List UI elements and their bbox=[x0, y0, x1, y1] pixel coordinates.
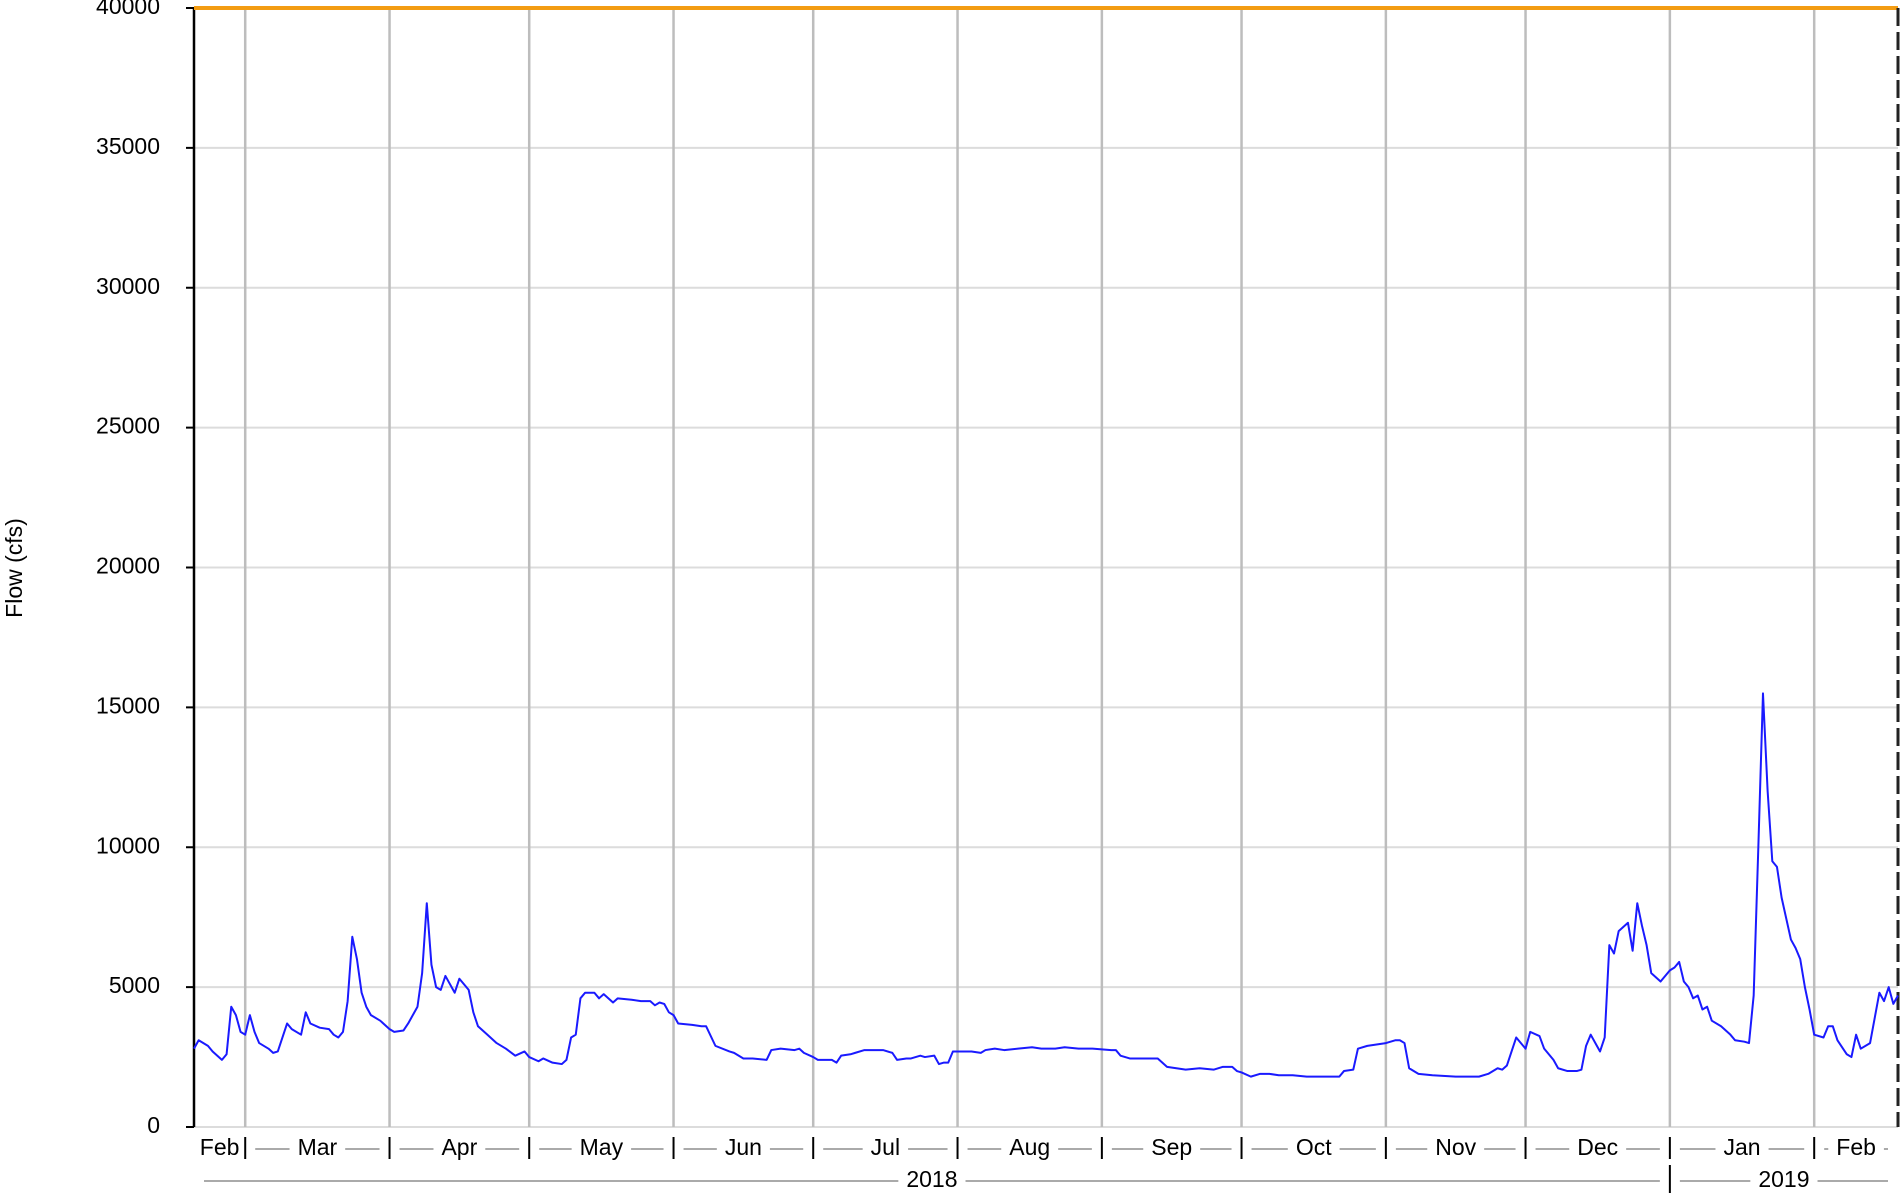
y-tick-label: 10000 bbox=[96, 832, 160, 858]
flow-line bbox=[193, 692, 1899, 1078]
year-label: 2019 bbox=[1758, 1166, 1809, 1192]
x-tick-label: Sep bbox=[1151, 1134, 1192, 1160]
x-tick-label: Aug bbox=[1009, 1134, 1050, 1160]
y-tick-label: 5000 bbox=[109, 972, 160, 998]
x-tick-label: Dec bbox=[1577, 1134, 1618, 1160]
x-tick-label: Apr bbox=[441, 1134, 477, 1160]
x-tick-label: Jan bbox=[1723, 1134, 1760, 1160]
x-tick-label: Jun bbox=[725, 1134, 762, 1160]
y-tick-label: 35000 bbox=[96, 133, 160, 159]
y-tick-label: 30000 bbox=[96, 273, 160, 299]
x-tick-label: Feb bbox=[200, 1134, 240, 1160]
y-axis-label: Flow (cfs) bbox=[1, 518, 27, 618]
y-tick-label: 0 bbox=[147, 1112, 160, 1138]
x-tick-label: May bbox=[580, 1134, 624, 1160]
x-tick-label: Mar bbox=[298, 1134, 338, 1160]
y-tick-label: 40000 bbox=[96, 0, 160, 19]
y-tick-label: 15000 bbox=[96, 692, 160, 718]
year-label: 2018 bbox=[906, 1166, 957, 1192]
x-tick-label: Oct bbox=[1296, 1134, 1332, 1160]
x-tick-label: Nov bbox=[1435, 1134, 1476, 1160]
y-tick-label: 25000 bbox=[96, 413, 160, 439]
x-tick-label: Jul bbox=[871, 1134, 900, 1160]
x-tick-label: Feb bbox=[1836, 1134, 1876, 1160]
y-tick-label: 20000 bbox=[96, 553, 160, 579]
